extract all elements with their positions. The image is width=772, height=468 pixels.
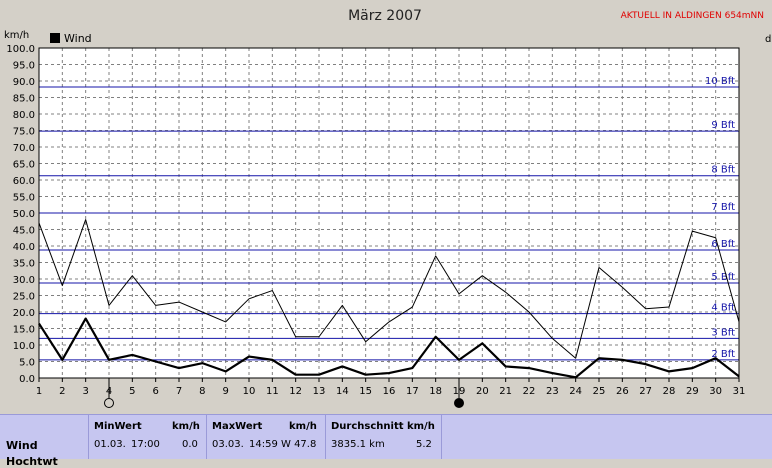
new-moon-icon xyxy=(104,398,114,408)
y-tick-label: 40.0 xyxy=(13,242,35,253)
x-tick-label: 31 xyxy=(733,386,746,397)
min-unit: km/h xyxy=(172,421,200,432)
y-tick-label: 50.0 xyxy=(13,209,35,220)
max-date: 03.03. xyxy=(212,439,244,450)
stats-row-label: Wind xyxy=(6,439,38,452)
beaufort-label: 10 Bft xyxy=(705,76,735,87)
x-tick-label: 16 xyxy=(383,386,396,397)
x-tick-label: 17 xyxy=(406,386,419,397)
x-tick-label: 6 xyxy=(152,386,158,397)
y-tick-label: 55.0 xyxy=(13,193,35,204)
avg-value: 5.2 xyxy=(416,439,432,450)
beaufort-label: 2 Bft xyxy=(711,349,735,360)
x-tick-label: 21 xyxy=(499,386,512,397)
y-tick-label: 100.0 xyxy=(6,44,35,55)
stats-panel: Wind Hochtwt MinWert km/h 01.03. 17:00 0… xyxy=(0,414,772,468)
y-tick-label: 45.0 xyxy=(13,226,35,237)
max-unit: km/h xyxy=(289,421,317,432)
beaufort-label: 5 Bft xyxy=(711,272,735,283)
x-tick-label: 9 xyxy=(222,386,228,397)
y-tick-label: 0.0 xyxy=(19,374,35,385)
x-tick-label: 22 xyxy=(523,386,536,397)
beaufort-label: 6 Bft xyxy=(711,239,735,250)
y-tick-label: 85.0 xyxy=(13,94,35,105)
y-tick-label: 30.0 xyxy=(13,275,35,286)
y-tick-label: 75.0 xyxy=(13,127,35,138)
x-tick-label: 23 xyxy=(546,386,559,397)
x-tick-label: 7 xyxy=(176,386,182,397)
y-tick-label: 35.0 xyxy=(13,259,35,270)
min-date: 01.03. xyxy=(94,439,126,450)
beaufort-label: 9 Bft xyxy=(711,120,735,131)
right-axis-unit: d xyxy=(765,34,771,45)
max-header: MaxWert xyxy=(212,421,263,432)
y-axis: 0.0 5.0 10.0 15.0 20.0 25.0 30.0 35.0 40.0 45.0 50… xyxy=(6,44,35,385)
y-tick-label: 70.0 xyxy=(13,143,35,154)
x-tick-label: 24 xyxy=(569,386,582,397)
min-header: MinWert xyxy=(94,421,142,432)
station-label[interactable]: AKTUELL IN ALDINGEN 654mNN xyxy=(621,11,764,21)
x-tick-label: 10 xyxy=(243,386,256,397)
min-value: 0.0 xyxy=(182,439,198,450)
y-axis-unit: km/h xyxy=(4,30,29,41)
beaufort-label: 7 Bft xyxy=(711,202,735,213)
stats-separator xyxy=(88,415,89,459)
x-tick-label: 20 xyxy=(476,386,489,397)
y-tick-label: 60.0 xyxy=(13,176,35,187)
stats-separator xyxy=(441,415,442,459)
x-tick-label: 3 xyxy=(82,386,88,397)
chart-title: März 2007 xyxy=(348,8,422,24)
max-value: W 47.8 xyxy=(281,439,317,450)
full-moon-icon xyxy=(454,398,464,408)
y-tick-label: 15.0 xyxy=(13,325,35,336)
stats-row-label-2: Hochtwt xyxy=(6,455,58,468)
x-tick-label: 30 xyxy=(709,386,722,397)
x-tick-label: 29 xyxy=(686,386,699,397)
legend-label: Wind xyxy=(64,32,92,45)
x-tick-label: 18 xyxy=(429,386,442,397)
y-tick-label: 90.0 xyxy=(13,77,35,88)
x-tick-label: 27 xyxy=(639,386,652,397)
x-tick-label: 14 xyxy=(336,386,349,397)
legend-swatch xyxy=(50,33,60,43)
y-tick-label: 80.0 xyxy=(13,110,35,121)
x-tick-label: 28 xyxy=(663,386,676,397)
y-tick-label: 95.0 xyxy=(13,61,35,72)
series xyxy=(38,219,740,379)
y-tick-label: 65.0 xyxy=(13,160,35,171)
beaufort-label: 3 Bft xyxy=(711,327,735,338)
x-tick-label: 15 xyxy=(359,386,372,397)
x-axis: 1234567891011121314151617181920212223242… xyxy=(36,378,746,397)
avg-header: Durchschnitt km/h xyxy=(331,421,435,432)
x-tick-label: 5 xyxy=(129,386,135,397)
y-tick-label: 25.0 xyxy=(13,292,35,303)
series-line-average xyxy=(38,317,740,379)
max-time: 14:59 xyxy=(249,439,278,450)
x-tick-label: 2 xyxy=(59,386,65,397)
x-tick-label: 1 xyxy=(36,386,42,397)
y-tick-label: 20.0 xyxy=(13,308,35,319)
chart: 2 Bft 3 Bft 4 Bft 5 Bft 6 Bft 7 Bft 8 Bft 9 Bft… xyxy=(4,8,771,408)
stats-separator xyxy=(206,415,207,459)
x-tick-label: 8 xyxy=(199,386,205,397)
beaufort-label: 4 Bft xyxy=(711,303,735,314)
day-markers xyxy=(104,378,464,408)
stats-separator xyxy=(325,415,326,459)
beaufort-label: 8 Bft xyxy=(711,165,735,176)
y-tick-label: 5.0 xyxy=(19,358,35,369)
min-time: 17:00 xyxy=(131,439,160,450)
x-tick-label: 13 xyxy=(313,386,326,397)
x-tick-label: 12 xyxy=(289,386,302,397)
x-tick-label: 26 xyxy=(616,386,629,397)
beaufort-lines: 2 Bft 3 Bft 4 Bft 5 Bft 6 Bft 7 Bft 8 Bft 9 Bft… xyxy=(39,76,739,361)
y-tick-label: 10.0 xyxy=(13,341,35,352)
avg-distance: 3835.1 km xyxy=(331,439,385,450)
x-tick-label: 25 xyxy=(593,386,606,397)
x-tick-label: 11 xyxy=(266,386,279,397)
series-line-max xyxy=(38,219,740,359)
